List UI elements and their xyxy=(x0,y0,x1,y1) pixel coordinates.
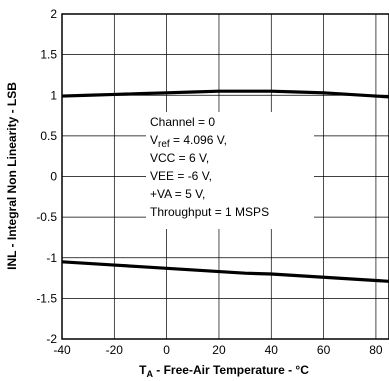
y-tick-label: 1.5 xyxy=(40,48,57,62)
series-line-1 xyxy=(61,89,389,99)
y-tick-label: 0 xyxy=(50,170,57,184)
annotation-line-5: +VA = 5 V, xyxy=(150,187,205,201)
x-tick-label: -40 xyxy=(53,343,71,357)
x-tick-label: -20 xyxy=(106,343,124,357)
y-axis-title: INL - Integral Non Linearity - LSB xyxy=(5,82,19,270)
annotation-line-4: VEE = -6 V, xyxy=(150,169,212,183)
x-tick-label: 40 xyxy=(265,343,279,357)
x-tick-labels: -40 -20 0 20 40 60 80 xyxy=(53,343,383,357)
x-tick-label: 80 xyxy=(369,343,383,357)
plot-frame xyxy=(61,13,389,340)
x-axis-title-sub: A xyxy=(146,369,153,379)
annotation-vref-rest: = 4.096 V, xyxy=(170,133,227,147)
x-axis-title-rest: - Free-Air Temperature - °C xyxy=(153,363,309,377)
annotation-text: Channel = 0 Vref = 4.096 V, VCC = 6 V, V… xyxy=(150,115,269,219)
x-axis-title: TA - Free-Air Temperature - °C xyxy=(139,363,309,379)
y-tick-label: -2 xyxy=(46,332,57,346)
y-tick-label: 1 xyxy=(50,88,57,102)
annotation-backdrop xyxy=(146,112,314,229)
y-tick-label: -0.5 xyxy=(36,210,57,224)
series-layer xyxy=(61,89,389,283)
annotation-line-6: Throughput = 1 MSPS xyxy=(150,205,269,219)
y-tick-label: 0.5 xyxy=(40,129,57,143)
x-tick-label: 20 xyxy=(212,343,226,357)
annotation-vref-main: V xyxy=(150,133,158,147)
x-tick-label: 0 xyxy=(163,343,170,357)
x-axis-title-main: T xyxy=(139,363,147,377)
annotation-background xyxy=(146,112,314,229)
y-tick-label: -1 xyxy=(46,251,57,265)
annotation-vref-sub: ref xyxy=(158,139,170,150)
y-tick-labels: -2 -1.5 -1 -0.5 0 0.5 1 1.5 2 xyxy=(36,7,57,346)
x-tick-label: 60 xyxy=(317,343,331,357)
series-line-2 xyxy=(61,260,389,283)
annotation-line-3: VCC = 6 V, xyxy=(150,151,209,165)
y-tick-label: -1.5 xyxy=(36,291,57,305)
y-tick-label: 2 xyxy=(50,7,57,21)
annotation-line-1: Channel = 0 xyxy=(150,115,215,129)
annotation-line-2: Vref = 4.096 V, xyxy=(150,133,227,150)
